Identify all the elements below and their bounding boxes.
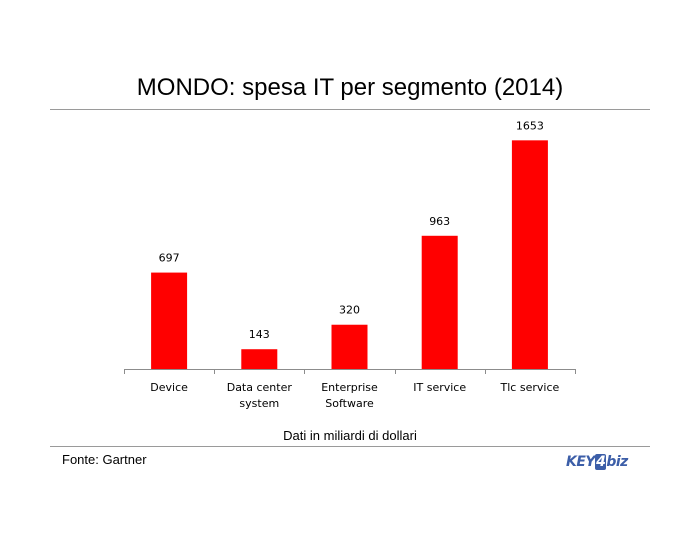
data-label: 697 xyxy=(159,252,180,265)
top-divider xyxy=(50,109,650,110)
source-note: Fonte: Gartner xyxy=(62,452,147,467)
bottom-divider xyxy=(50,446,650,447)
category-label: Data center xyxy=(227,381,293,394)
category-label: Device xyxy=(150,381,188,394)
bar xyxy=(511,140,548,369)
category-label: Software xyxy=(325,397,374,410)
data-label: 143 xyxy=(249,328,270,341)
chart-subtitle: Dati in miliardi di dollari xyxy=(283,428,417,443)
bar xyxy=(151,272,188,369)
key4biz-logo: KEY4biz xyxy=(566,454,628,470)
bar xyxy=(331,324,368,369)
data-label: 1653 xyxy=(516,119,544,132)
category-label: Enterprise xyxy=(321,381,378,394)
bar xyxy=(421,235,458,369)
bar xyxy=(241,349,278,369)
category-label: system xyxy=(239,397,279,410)
category-label: Tlc service xyxy=(500,381,560,394)
data-label: 320 xyxy=(339,304,360,317)
data-label: 963 xyxy=(429,215,450,228)
chart-title: MONDO: spesa IT per segmento (2014) xyxy=(136,74,564,101)
category-label: IT service xyxy=(413,381,466,394)
